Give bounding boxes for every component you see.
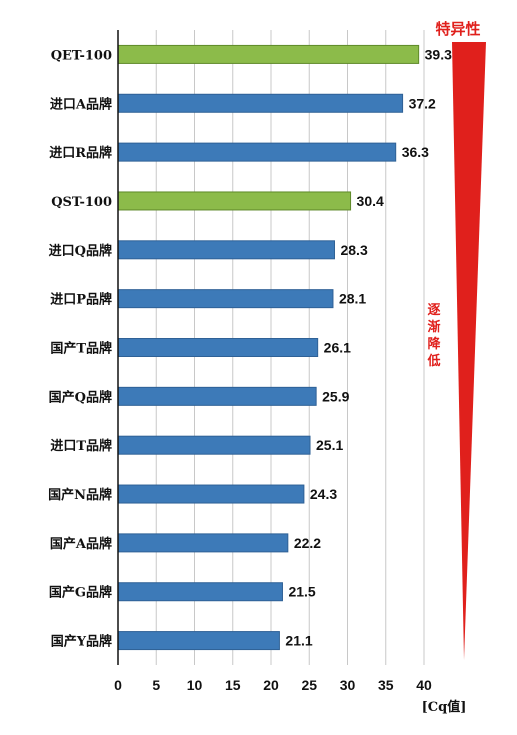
specificity-title: 特异性: [435, 20, 480, 38]
value-label: 39.3: [425, 46, 452, 62]
value-label: 21.1: [285, 633, 312, 649]
x-tick-label: 25: [301, 677, 317, 693]
x-tick-label: 20: [263, 677, 279, 693]
bar: [117, 289, 334, 309]
value-label: 25.9: [322, 388, 349, 404]
bar: [117, 582, 283, 602]
value-label: 21.5: [288, 584, 315, 600]
x-tick-label: 10: [187, 677, 203, 693]
category-label: 国产T品牌: [50, 341, 112, 357]
category-label: 进口A品牌: [50, 96, 112, 112]
bar: [117, 44, 420, 64]
category-label: 进口Q品牌: [49, 243, 112, 259]
specificity-wedge: [452, 42, 486, 660]
specificity-note-char: 降: [427, 336, 441, 352]
value-label: 36.3: [402, 144, 429, 160]
category-label: 进口R品牌: [49, 145, 112, 161]
value-label: 26.1: [324, 340, 351, 356]
bar: [117, 386, 317, 406]
bar: [117, 93, 404, 113]
bar: [117, 240, 335, 260]
bar: [117, 338, 319, 357]
category-label: 进口T品牌: [50, 438, 112, 454]
specificity-note-char: 渐: [427, 319, 440, 335]
x-axis-label: [Cq值]: [422, 699, 467, 715]
value-label: 22.2: [294, 535, 321, 551]
value-label: 37.2: [409, 95, 436, 111]
value-labels: 39.3 37.2 36.3 30.4 28.3 28.1 26.1 25.9 25.1 24.3…: [285, 46, 452, 648]
category-label: 国产N品牌: [48, 487, 112, 503]
bar: [117, 435, 311, 455]
x-tick-labels: 0 5 10 15 20 25 30 35 40: [114, 677, 432, 693]
value-label: 28.1: [339, 291, 366, 307]
category-label: 国产Q品牌: [49, 389, 112, 405]
category-label: 进口P品牌: [50, 292, 112, 308]
x-tick-label: 0: [114, 677, 122, 693]
value-label: 28.3: [340, 242, 367, 258]
category-label: 国产A品牌: [50, 536, 112, 552]
bars: [117, 44, 420, 651]
bar: [117, 484, 305, 504]
bar: [117, 631, 280, 651]
category-label: 国产G品牌: [49, 585, 112, 601]
category-label: QST-100: [51, 195, 112, 210]
x-tick-label: 5: [152, 677, 160, 693]
specificity-note-char: 逐: [427, 303, 440, 318]
bar: [117, 191, 352, 211]
value-label: 25.1: [316, 437, 343, 453]
x-tick-label: 15: [225, 677, 241, 693]
bar: [117, 533, 289, 553]
category-label: QET-100: [51, 48, 112, 63]
x-tick-label: 35: [378, 677, 394, 693]
value-label: 30.4: [357, 193, 384, 209]
bar: [117, 142, 397, 162]
x-tick-label: 40: [416, 677, 432, 693]
category-label: 国产Y品牌: [51, 634, 112, 650]
x-tick-label: 30: [340, 677, 356, 693]
value-label: 24.3: [310, 486, 337, 502]
specificity-note-char: 低: [426, 353, 440, 369]
